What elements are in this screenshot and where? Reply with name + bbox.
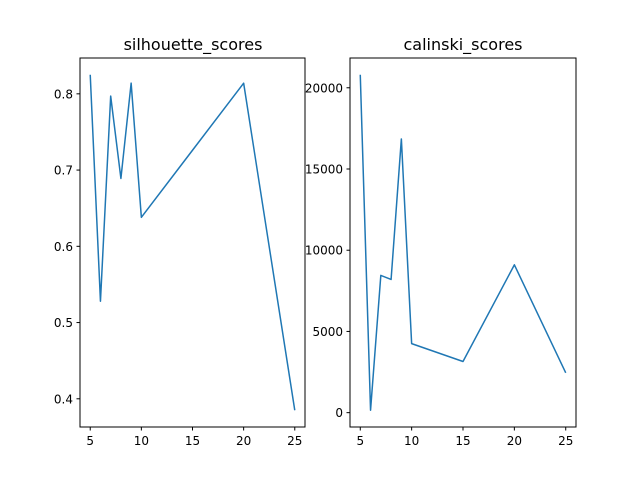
x-tick-label: 5 [356, 434, 364, 448]
y-ticks: 0 5000 10000 15000 20000 [305, 81, 350, 420]
chart-title: calinski_scores [403, 35, 522, 55]
subplot-calinski: calinski_scores 0 5000 10000 15000 20000 5 10… [305, 35, 577, 448]
x-ticks: 5 10 15 20 25 [356, 427, 573, 448]
chart-title: silhouette_scores [124, 35, 263, 55]
y-tick-label: 20000 [305, 81, 343, 95]
x-tick-label: 10 [134, 434, 149, 448]
x-tick-label: 5 [86, 434, 94, 448]
y-tick-label: 0.4 [54, 392, 73, 406]
x-ticks: 5 10 15 20 25 [86, 427, 302, 448]
x-tick-label: 10 [404, 434, 419, 448]
x-tick-label: 15 [185, 434, 200, 448]
y-tick-label: 15000 [305, 162, 343, 176]
x-tick-label: 20 [507, 434, 522, 448]
y-tick-label: 0.6 [54, 240, 73, 254]
x-tick-label: 15 [455, 434, 470, 448]
y-tick-label: 0.5 [54, 316, 73, 330]
series-line [359, 74, 567, 411]
x-tick-label: 20 [236, 434, 251, 448]
axes-frame [349, 57, 577, 428]
y-tick-label: 5000 [312, 325, 343, 339]
y-tick-label: 0 [335, 406, 343, 420]
x-tick-label: 25 [287, 434, 302, 448]
y-tick-label: 0.8 [54, 87, 73, 101]
y-tick-label: 0.7 [54, 164, 73, 178]
axes-frame [79, 57, 306, 428]
y-tick-label: 10000 [305, 244, 343, 258]
series-line [89, 74, 296, 411]
y-ticks: 0.4 0.5 0.6 0.7 0.8 [54, 87, 80, 406]
subplot-silhouette: silhouette_scores 0.4 0.5 0.6 0.7 0.8 5 10 15 2… [54, 35, 306, 448]
x-tick-label: 25 [558, 434, 573, 448]
